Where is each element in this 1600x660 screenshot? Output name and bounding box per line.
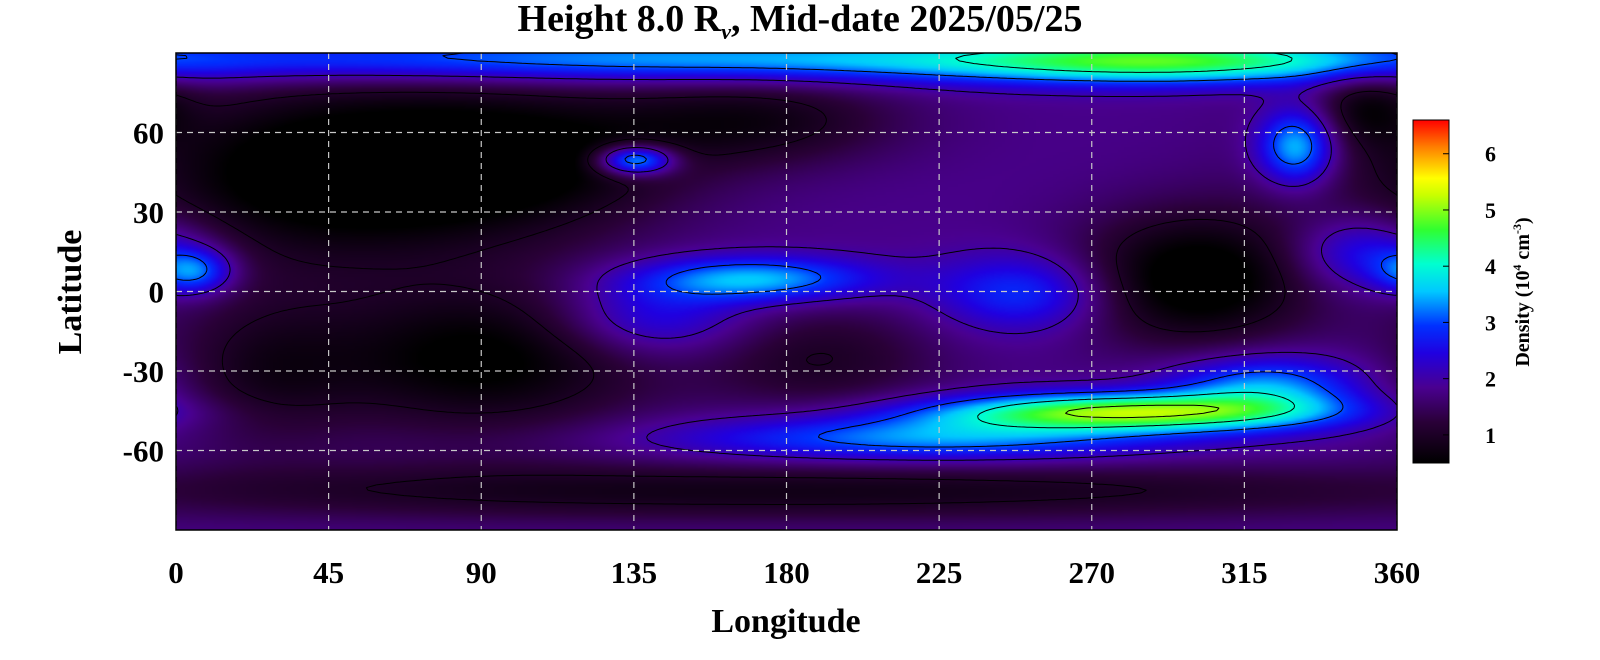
contour-level-3 [176,53,1397,448]
chart-title: Height 8.0 Rν, Mid-date 2025/05/25 [518,0,1083,44]
chart-title-subscript: ν [721,19,731,44]
x-tick-label: 225 [916,555,963,590]
colorbar [1412,119,1450,464]
colorbar-tick-label: 4 [1485,254,1496,279]
y-tick-label: 0 [149,275,165,310]
grid-lines [176,53,1397,530]
y-tick-label: -60 [123,434,164,469]
contour-level-1 [176,90,1397,505]
contour-level-4 [955,53,1296,429]
y-tick-label: -30 [123,354,164,389]
colorbar-tick-label: 6 [1485,142,1496,167]
x-tick-label: 135 [611,555,658,590]
x-tick-label: 45 [313,555,344,590]
colorbar-ticks: 1 2 3 4 5 6 [1443,142,1496,448]
x-axis-ticks: 0 45 90 135 180 225 270 315 360 [168,555,1420,590]
contour-level-2 [176,74,1397,461]
plot-frame [175,52,1398,531]
colorbar-tick-label: 3 [1485,310,1496,335]
plot-area [176,53,1397,530]
contour-lines [176,53,1397,505]
y-axis-ticks: 60 30 0 -30 -60 [123,116,164,469]
colorbar-tick-label: 2 [1485,367,1496,392]
colorbar-label: Density (104 cm-3) [1510,217,1534,366]
x-tick-label: 0 [168,555,184,590]
x-tick-label: 90 [466,555,497,590]
y-tick-label: 30 [133,195,164,230]
y-tick-label: 60 [133,116,164,151]
y-axis-label: Latitude [52,230,89,355]
x-axis-label: Longitude [711,603,860,640]
x-tick-label: 360 [1374,555,1421,590]
colorbar-tick-label: 1 [1485,423,1496,448]
x-tick-label: 315 [1221,555,1268,590]
x-tick-label: 270 [1069,555,1116,590]
colorbar-tick-label: 5 [1485,198,1496,223]
contour-level-5 [1065,404,1220,419]
x-tick-label: 180 [763,555,810,590]
